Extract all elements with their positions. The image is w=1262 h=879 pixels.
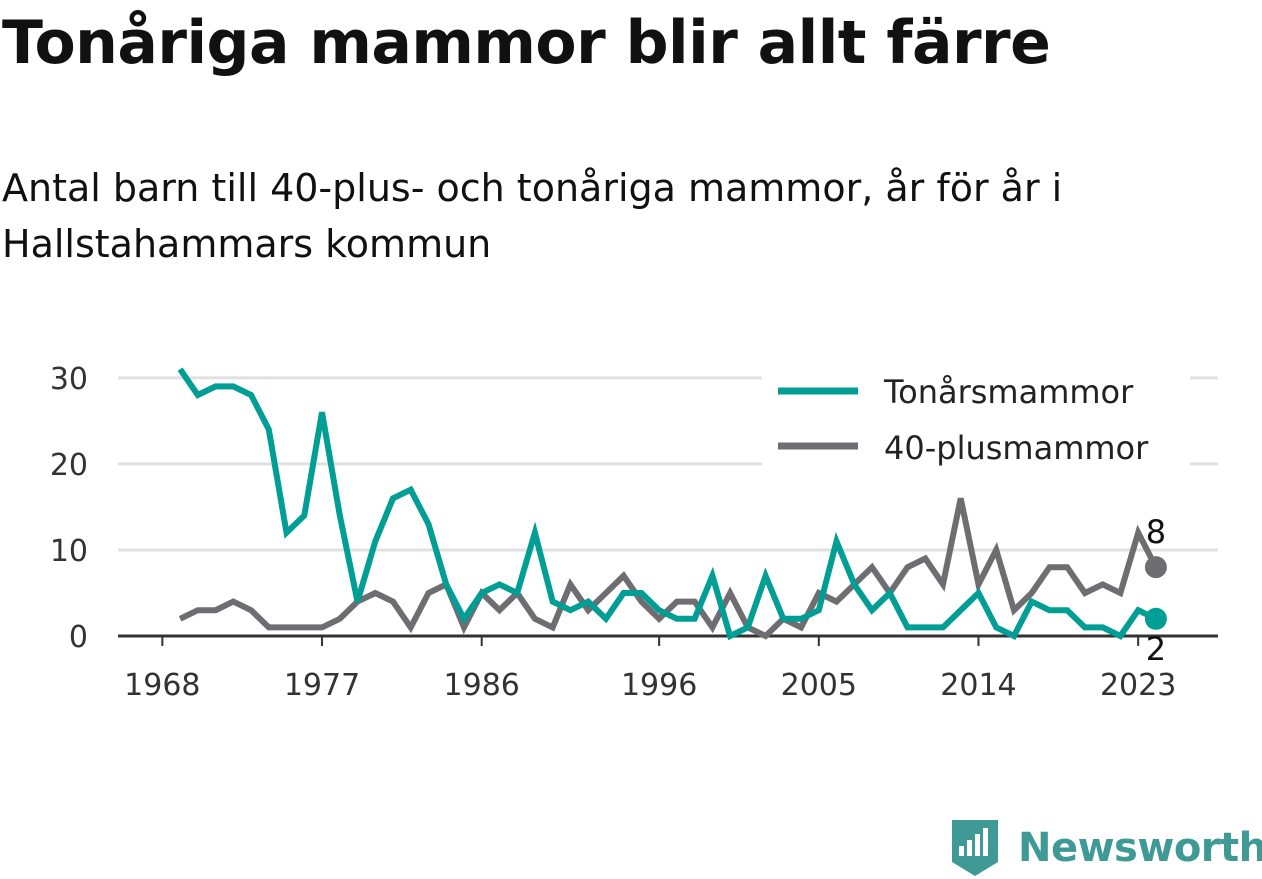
x-tick-label-1996: 1996 bbox=[621, 668, 697, 703]
x-tick-label-2023: 2023 bbox=[1100, 668, 1176, 703]
legend-label-tonarsmammor: Tonårsmammor bbox=[883, 373, 1134, 411]
y-axis-ticks: 0 10 20 30 bbox=[50, 362, 88, 655]
y-tick-label-20: 20 bbox=[50, 448, 88, 483]
brand-name: Newsworthy bbox=[1018, 825, 1262, 871]
x-tick-label-2005: 2005 bbox=[781, 668, 857, 703]
end-marker-40-plusmammor bbox=[1144, 556, 1167, 579]
x-tick-label-1977: 1977 bbox=[284, 668, 360, 703]
y-tick-label-0: 0 bbox=[69, 620, 88, 655]
series-lines bbox=[177, 367, 1159, 641]
chart-subtitle: Antal barn till 40-plus- och tonåriga ma… bbox=[2, 166, 1063, 266]
x-tick-label-1986: 1986 bbox=[444, 668, 520, 703]
end-label-tonarsmammor: 2 bbox=[1146, 630, 1166, 668]
chart-title: Tonåriga mammor blir allt färre bbox=[2, 8, 1051, 78]
end-marker-tonarsmammor bbox=[1144, 607, 1167, 630]
x-tick-label-2014: 2014 bbox=[940, 668, 1016, 703]
series-line-tonarsmammor bbox=[177, 367, 1158, 641]
newsworthy-logo-icon bbox=[952, 820, 998, 876]
legend-label-40-plusmammor: 40-plusmammor bbox=[884, 429, 1149, 467]
legend: Tonårsmammor 40-plusmammor bbox=[762, 366, 1190, 476]
y-tick-label-10: 10 bbox=[50, 534, 88, 569]
x-axis-ticks: 1968 1977 1986 1996 2005 2014 2023 bbox=[124, 636, 1176, 703]
end-markers: 82 bbox=[1144, 513, 1167, 668]
x-tick-label-1968: 1968 bbox=[124, 668, 200, 703]
end-label-40-plusmammor: 8 bbox=[1146, 513, 1166, 551]
brand-logo: Newsworthy bbox=[950, 818, 1262, 878]
y-tick-label-30: 30 bbox=[50, 362, 88, 397]
legend-background bbox=[762, 366, 1190, 476]
series-line-40-plusmammor bbox=[178, 497, 1159, 640]
